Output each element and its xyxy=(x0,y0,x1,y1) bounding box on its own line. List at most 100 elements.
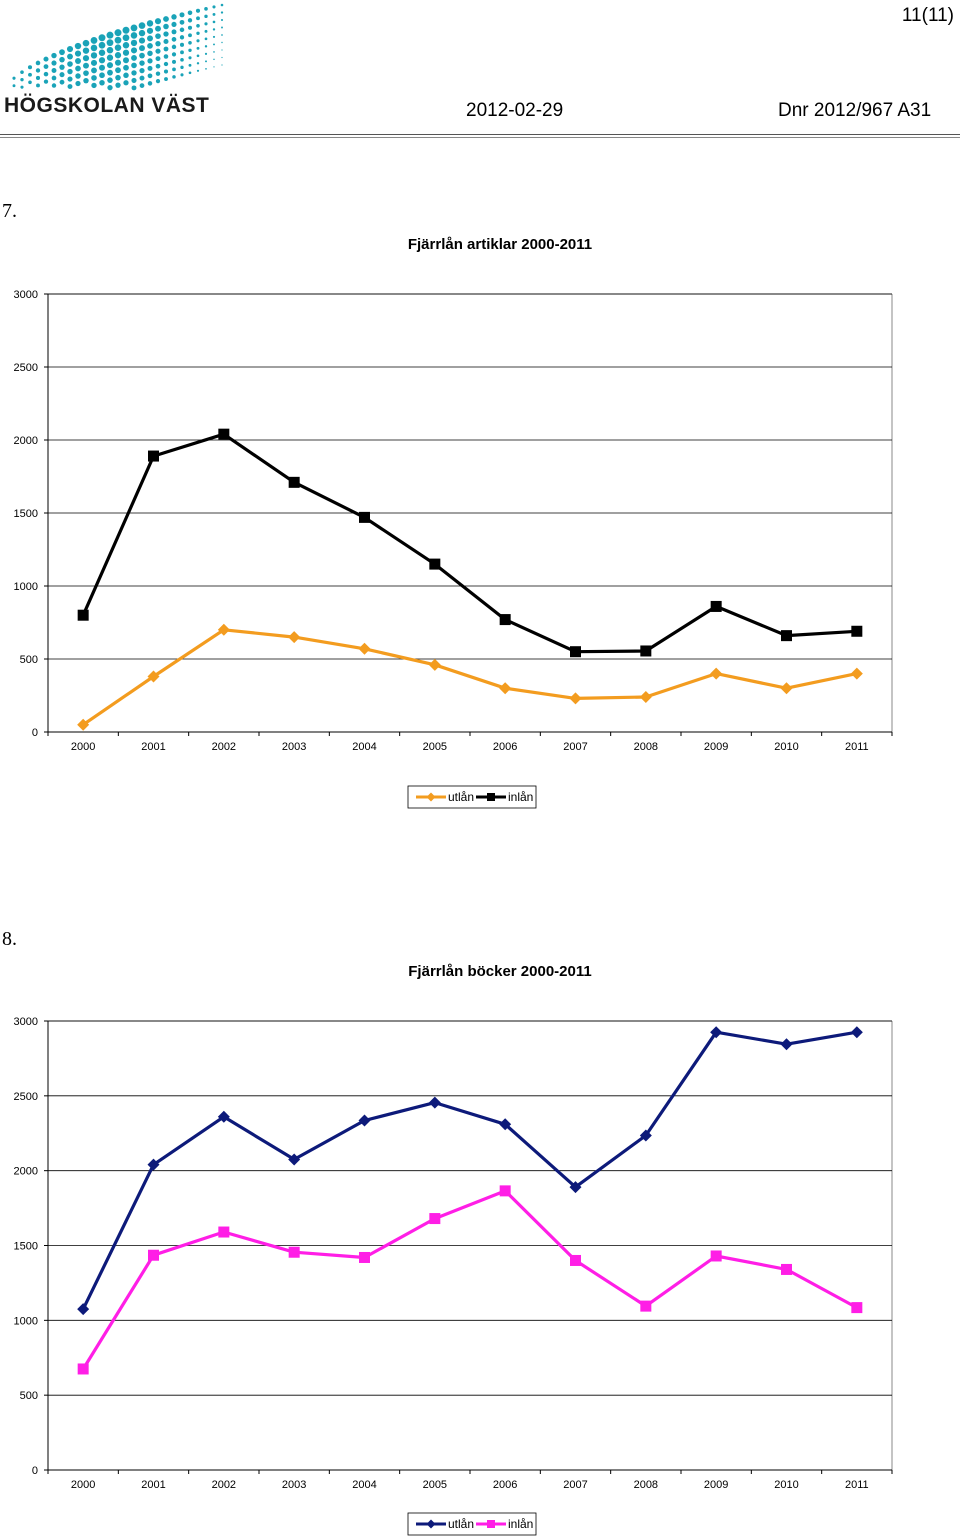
data-point-inlån xyxy=(570,1254,581,1266)
x-tick-label: 2000 xyxy=(71,741,95,753)
logo-dot xyxy=(74,50,82,57)
logo-dot xyxy=(139,83,145,88)
logo-dot xyxy=(130,24,138,32)
data-point-utlån xyxy=(850,1026,863,1039)
logo-dot xyxy=(106,62,114,69)
x-tick-label: 2007 xyxy=(563,741,587,753)
logo-dot xyxy=(91,67,97,74)
x-tick-label: 2005 xyxy=(423,1479,447,1491)
logo-dot xyxy=(130,47,138,54)
x-tick-label: 2004 xyxy=(352,741,376,753)
data-point-inlån xyxy=(781,1263,792,1275)
logo-dot xyxy=(147,35,153,42)
logo-dot xyxy=(82,47,90,54)
logo-dot xyxy=(187,18,193,23)
x-tick-label: 2007 xyxy=(563,1479,587,1491)
logo-dot xyxy=(147,43,153,49)
x-tick-label: 2011 xyxy=(845,741,869,753)
y-tick-label: 2000 xyxy=(14,1166,38,1178)
logo-text: HÖGSKOLAN VÄST xyxy=(4,94,210,117)
data-point-utlån xyxy=(358,1114,371,1127)
data-point-inlån xyxy=(288,1246,300,1258)
logo-dot xyxy=(204,52,208,55)
data-point-inlån xyxy=(429,1213,441,1225)
logo-dot xyxy=(213,51,215,53)
logo-dot xyxy=(213,66,215,68)
logo-dot xyxy=(114,29,122,37)
data-point-inlån xyxy=(710,600,722,612)
y-tick-label: 0 xyxy=(32,727,38,739)
logo-dot xyxy=(51,60,57,66)
series-line-inlån xyxy=(81,432,857,654)
logo-dot xyxy=(212,35,216,38)
data-point-utlån xyxy=(850,667,863,680)
x-tick-label: 2009 xyxy=(704,1479,728,1491)
logo-dot xyxy=(196,62,200,65)
logo-dot xyxy=(196,16,200,21)
data-point-utlån xyxy=(780,1038,793,1051)
logo-dot xyxy=(43,56,49,62)
logo-dot xyxy=(122,26,130,34)
logo-dot xyxy=(147,73,153,79)
logo-dot xyxy=(122,34,130,42)
logo-dot xyxy=(91,82,97,89)
section-label-7: 7. xyxy=(2,200,17,222)
y-tick-label: 1000 xyxy=(14,1315,38,1327)
data-point-utlån xyxy=(217,1110,230,1123)
logo-dot xyxy=(163,46,169,52)
logo-dot xyxy=(90,59,98,66)
data-point-inlån xyxy=(148,450,159,462)
logo-dot xyxy=(155,48,161,54)
data-point-inlån xyxy=(710,1250,722,1262)
logo-dot xyxy=(205,67,207,70)
logo-dot xyxy=(123,57,129,64)
logo-dot xyxy=(35,60,41,66)
logo-dot xyxy=(27,65,33,70)
page-number: 11(11) xyxy=(901,5,954,26)
logo-dot xyxy=(106,31,114,39)
data-point-utlån xyxy=(217,623,230,636)
logo-dot xyxy=(106,39,114,47)
logo-dot xyxy=(114,44,122,51)
legend-marker xyxy=(487,793,495,801)
logo-dot-wave-icon xyxy=(12,3,224,91)
data-point-inlån xyxy=(640,645,652,657)
data-point-utlån xyxy=(569,692,582,705)
x-tick-label: 2003 xyxy=(282,741,306,753)
chart-fjarrlan-bocker: Fjärrlån böcker 2000-2011 0 500 1000 1500 200… xyxy=(14,963,893,1536)
logo-dot xyxy=(99,72,105,79)
logo-dot xyxy=(146,20,154,27)
logo-dot xyxy=(163,61,169,67)
logo-dot xyxy=(212,5,216,9)
logo-dot xyxy=(171,21,177,27)
y-tick-label: 500 xyxy=(20,1390,38,1402)
data-point-utlån xyxy=(77,1303,90,1316)
logo-dot xyxy=(106,54,114,61)
data-point-utlån xyxy=(639,1129,652,1142)
y-tick-label: 2500 xyxy=(14,1091,38,1103)
y-tick-label: 3000 xyxy=(14,289,38,301)
logo-dot xyxy=(180,58,184,62)
logo-dot xyxy=(147,81,153,86)
logo-dot xyxy=(221,34,223,36)
data-point-inlån xyxy=(77,1363,89,1375)
logo-dot xyxy=(106,46,114,54)
logo-dot xyxy=(204,22,208,26)
logo-dot xyxy=(98,57,106,64)
y-tick-label: 3000 xyxy=(14,1016,38,1028)
header-divider xyxy=(0,134,960,135)
x-tick-label: 2009 xyxy=(704,741,728,753)
logo-dot xyxy=(28,80,32,85)
logo-dot xyxy=(155,25,161,32)
logo-dot xyxy=(163,38,169,45)
logo-dot xyxy=(204,7,208,11)
logo-dot xyxy=(98,49,106,56)
y-tick-label: 1500 xyxy=(14,508,38,520)
logo-dot xyxy=(221,64,223,66)
logo-dot xyxy=(163,54,169,59)
data-point-utlån xyxy=(77,718,90,731)
logo-dot xyxy=(59,64,65,70)
x-tick-label: 2006 xyxy=(493,1479,517,1491)
data-point-inlån xyxy=(499,1185,511,1197)
legend-label-utlån: utlån xyxy=(448,790,474,804)
